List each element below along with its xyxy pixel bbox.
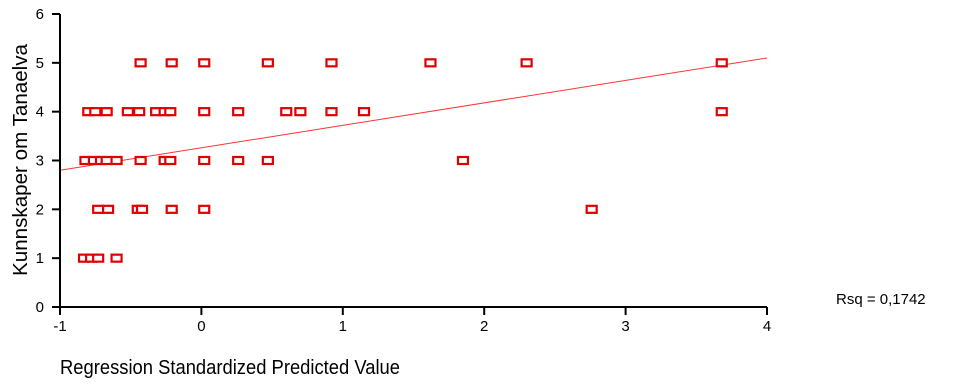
data-point [198,155,211,166]
data-point [198,204,211,214]
y-tick-label: 5 [36,55,44,72]
y-tick-label: 6 [36,6,44,23]
data-point [135,204,149,214]
y-tick-label: 2 [36,201,44,218]
data-point [121,107,134,117]
data-point [110,253,123,263]
regression-fit-line [59,57,768,171]
data-point [232,107,245,117]
data-point [133,107,146,117]
data-point [520,58,533,68]
data-point [92,204,105,214]
y-tick-label: 4 [36,104,44,121]
data-point [92,253,105,263]
data-point [134,58,147,68]
data-point [100,155,113,166]
y-axis-title: Kunnskaper om Tanaelva [10,43,32,276]
data-point [261,155,274,166]
data-point [198,58,211,68]
data-point [585,204,598,214]
data-point [164,107,177,117]
y-axis-ticks: 0 1 2 3 4 5 6 [36,6,60,316]
x-tick-label: 3 [621,318,629,335]
data-point [165,58,178,68]
y-tick-label: 3 [36,153,44,170]
data-points [77,58,728,263]
data-point [89,107,102,117]
r-squared-annotation: Rsq = 0,1742 [836,291,926,308]
data-point [261,58,274,68]
axes: 0 1 2 3 4 5 6 -1 0 1 2 3 4 [36,6,772,335]
data-point [325,107,338,117]
x-axis-ticks: -1 0 1 2 3 4 [53,307,771,335]
plot-area [59,57,768,263]
x-tick-label: 2 [480,318,488,335]
x-tick-label: -1 [53,318,66,335]
data-point [232,155,245,166]
x-tick-label: 0 [197,318,205,335]
y-tick-label: 1 [36,250,44,267]
data-point [100,107,113,117]
y-tick-label: 0 [36,299,44,316]
data-point [198,107,211,117]
data-point [325,58,338,68]
data-point [357,107,371,117]
data-point [424,58,437,68]
data-point [110,155,123,166]
data-point [164,155,177,166]
data-point [715,107,728,117]
data-point [134,155,147,166]
data-point [280,107,293,117]
data-point [456,155,470,166]
data-point [165,204,178,214]
data-point [715,58,728,68]
data-point [294,107,307,117]
x-axis-title: Regression Standardized Predicted Value [60,357,400,379]
data-point [101,204,115,214]
x-tick-label: 4 [763,318,771,335]
x-tick-label: 1 [339,318,347,335]
